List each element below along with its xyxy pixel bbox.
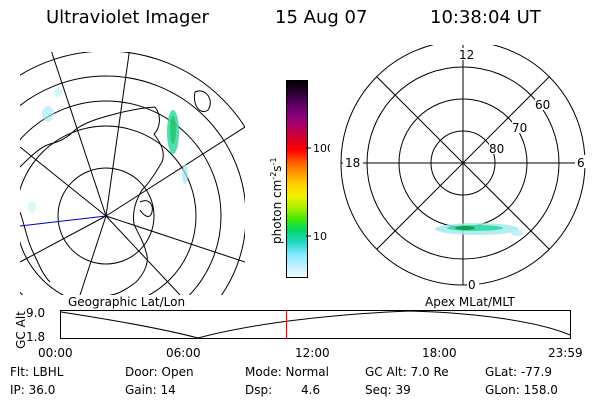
altitude-ytick: 1.8 — [26, 330, 46, 344]
mlat-label-60: 60 — [535, 98, 550, 112]
mlat-label-70: 70 — [512, 121, 527, 135]
seq-info: Seq: 39 — [365, 383, 411, 397]
mode-info: Mode: Normal — [245, 365, 329, 379]
mlt-label-6: 6 — [577, 156, 585, 170]
mlt-label-12: 12 — [459, 48, 474, 62]
colorbar-tick: 10 — [313, 230, 327, 243]
glat-info: GLat: -77.9 — [485, 365, 552, 379]
altitude-xtick: 18:00 — [422, 346, 457, 360]
altitude-ylabel-box: GC Alt — [10, 311, 28, 349]
filter-info: Flt: LBHL — [10, 365, 64, 379]
altitude-xtick: 23:59 — [548, 346, 583, 360]
aurora-oval — [435, 223, 523, 236]
instrument-title: Ultraviolet Imager — [46, 7, 209, 28]
dsp-info-value: 4.6 — [301, 383, 321, 397]
mlat-label-80: 80 — [489, 142, 504, 156]
ip-info: IP: 36.0 — [10, 383, 56, 397]
altitude-plot — [60, 310, 571, 339]
gain-info: Gain: 14 — [125, 383, 176, 397]
colorbar-tick: 100 — [313, 142, 330, 155]
geographic-map — [20, 52, 245, 295]
mlt-label-0: 0 — [468, 278, 476, 292]
altitude-ytick: 9.0 — [26, 306, 46, 320]
colorbar-unit: photon cm-2s-1 — [269, 157, 284, 244]
mlt-label-18: 18 — [345, 156, 360, 170]
altitude-xtick: 00:00 — [38, 346, 73, 360]
gc-alt-info: GC Alt: 7.0 Re — [365, 365, 449, 379]
glon-info: GLon: 158.0 — [485, 383, 558, 397]
time-label: 10:38:04 UT — [430, 7, 541, 28]
colorbar — [286, 80, 308, 278]
door-info: Door: Open — [125, 365, 194, 379]
dsp-info-label: Dsp: — [245, 383, 273, 397]
mlat-mlt-polar-plot: 12 18 6 0 60 70 80 — [340, 45, 587, 292]
geographic-map-label: Geographic Lat/Lon — [68, 295, 186, 309]
date-label: 15 Aug 07 — [275, 7, 368, 28]
altitude-xtick: 12:00 — [295, 346, 330, 360]
aurora-emission — [28, 87, 188, 213]
colorbar-axis: 100 10 photon cm-2s-1 — [269, 142, 330, 244]
mlat-mlt-label: Apex MLat/MLT — [425, 295, 515, 309]
altitude-xtick: 06:00 — [166, 346, 201, 360]
